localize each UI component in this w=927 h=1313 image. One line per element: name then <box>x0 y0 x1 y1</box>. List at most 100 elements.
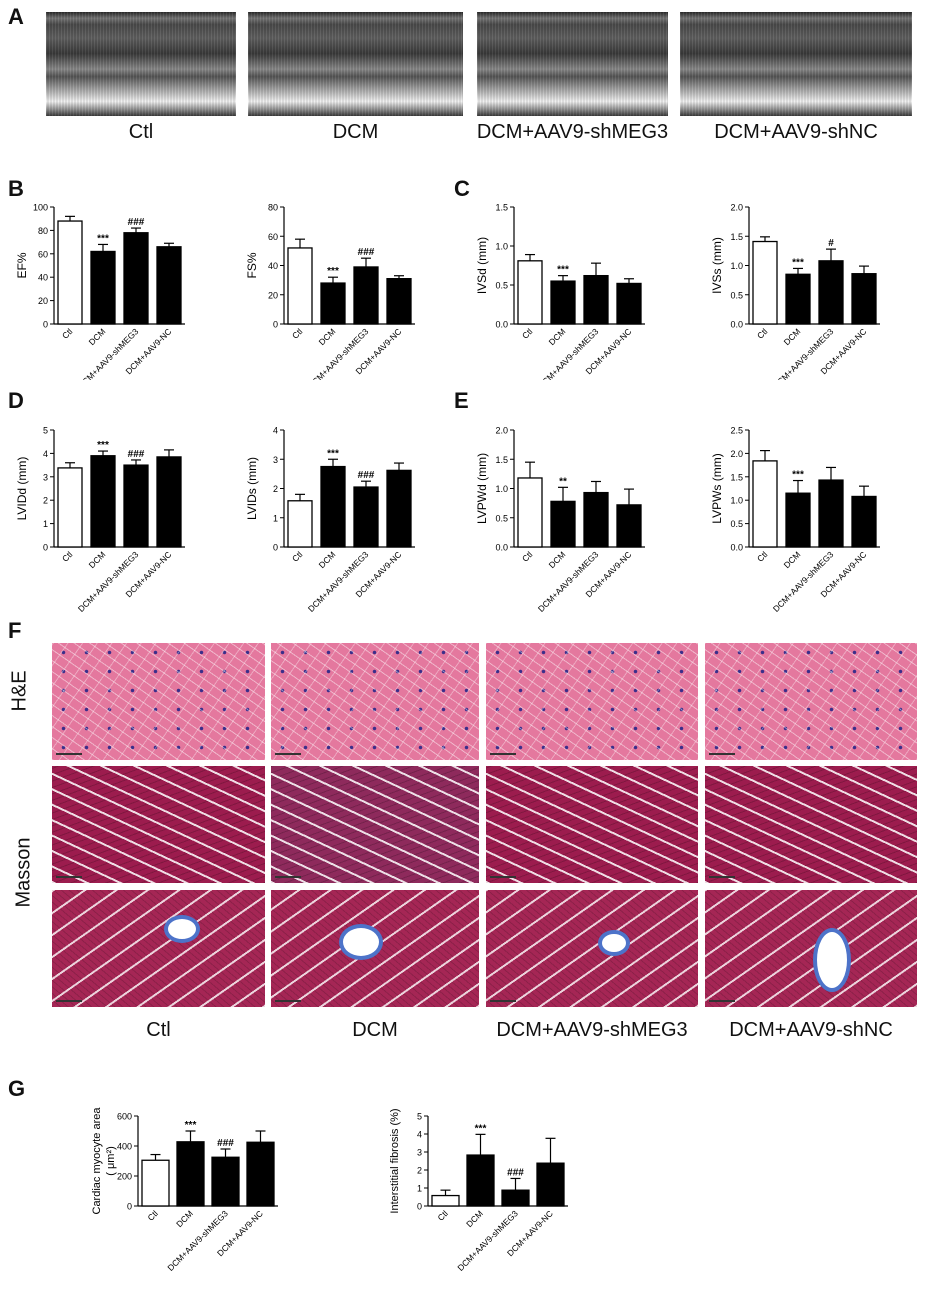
ivss-xtick-label-ctl: Ctl <box>755 326 769 340</box>
lvpwd-xtick-label-dcm: DCM <box>547 549 568 570</box>
fib-bar-ctl <box>431 1194 460 1207</box>
ef-xtick-label-ctl: Ctl <box>60 326 74 340</box>
lvids-chart: 0 1 2 3 4 LVIDs (mm) Ctl *** DCM ### DCM+AAV9-shME… <box>245 426 415 613</box>
lvids-annotation-dcm: *** <box>327 448 339 459</box>
ef-ylabel: EF% <box>15 252 29 278</box>
fs-xtick-label-ctl: Ctl <box>290 326 304 340</box>
fib-xtick-label-ctl: Ctl <box>435 1208 449 1222</box>
lvids-annotation-dcm-aav9-shmeg3: ### <box>358 470 375 481</box>
lvpws-bar-dcm-aav9-shmeg3 <box>818 479 844 548</box>
lvids-ytick-label-4: 4 <box>273 426 278 436</box>
ivsd-ytick-label-3: 1.5 <box>495 203 508 213</box>
fib-xtick-label-dcm: DCM <box>464 1208 485 1229</box>
ef-bar-ctl <box>57 220 83 325</box>
lvids-bar-ctl <box>287 500 313 548</box>
lvpwd-ytick-label-0: 0.0 <box>495 543 508 553</box>
panel-label-c: C <box>454 176 470 201</box>
lvpwd-ylabel: LVPWd (mm) <box>475 453 489 524</box>
fs-bar-ctl <box>287 247 313 325</box>
lvpws-ytick-label-5: 2.5 <box>730 426 743 436</box>
lvpwd-xtick-label-ctl: Ctl <box>520 549 534 563</box>
lvpws-bar-dcm <box>785 492 811 548</box>
lvidd-ytick-label-1: 1 <box>43 519 48 529</box>
fs-chart: 020406080FS%Ctl***DCM###DCM+AAV9-shMEG3D… <box>245 203 415 380</box>
ivss-ytick-label-0: 0.0 <box>730 320 743 330</box>
lvidd-xtick-label-dcm: DCM <box>87 549 108 570</box>
ivsd-bar-dcm <box>550 280 576 325</box>
fib-ytick-label-2: 2 <box>417 1166 422 1176</box>
myocyte-area-chart: 0 200 400 600 Cardiac myocyte area( μm²) Ctl *… <box>91 1107 278 1273</box>
lvidd-ylabel: LVIDd (mm) <box>15 457 29 521</box>
ef-ytick-label-1: 20 <box>38 296 48 306</box>
masson-image-ctl-1 <box>52 766 265 883</box>
fib-xtick-label-dcm-aav9-shmeg3: DCM+AAV9-shMEG3 <box>455 1208 520 1273</box>
lvpwd-chart: 0.0 0.5 1.0 1.5 2.0 LVPWd (mm) Ctl ** DCMDCM+AAV… <box>475 426 645 613</box>
ivss-bar-dcm <box>785 273 811 325</box>
histo-caption-ctl: Ctl <box>146 1019 171 1041</box>
ivss-bar-dcm-aav9-nc <box>851 273 877 325</box>
area-xtick-label-dcm-aav9-shmeg3: DCM+AAV9-shMEG3 <box>165 1208 230 1273</box>
he-image-ctl <box>52 643 265 760</box>
lvpwd-ytick-label-2: 1.0 <box>495 484 508 494</box>
echo-image-ctl <box>46 12 236 116</box>
lvidd-bar-dcm-aav9-shmeg3 <box>123 464 149 548</box>
lvpws-xtick-label-dcm-aav9-shmeg3: DCM+AAV9-shMEG3 <box>771 549 836 613</box>
fs-ytick-label-3: 60 <box>268 232 278 242</box>
ef-ytick-label-2: 40 <box>38 273 48 283</box>
ivsd-bar-ctl <box>517 260 543 325</box>
lvids-bar-dcm <box>320 465 346 548</box>
ivss-bar-dcm-aav9-shmeg3 <box>818 260 844 325</box>
fib-bar-dcm-aav9-nc <box>536 1162 565 1207</box>
lvpws-chart: 0.0 0.5 1.0 1.5 2.0 2.5 LVPWs (mm) Ctl *** DCMDCM… <box>710 426 880 613</box>
masson-row-label: Masson <box>12 837 35 908</box>
lvids-xtick-label-dcm: DCM <box>317 549 338 570</box>
histo-caption-dcm: DCM <box>352 1019 398 1041</box>
lvpws-annotation-dcm: *** <box>792 470 804 481</box>
fs-bar-dcm-aav9-nc <box>386 278 412 325</box>
fs-ytick-label-0: 0 <box>273 320 278 330</box>
area-bar-dcm <box>176 1141 205 1207</box>
lvpwd-bar-dcm-aav9-shmeg3 <box>583 491 609 548</box>
ef-bar-dcm-aav9-nc <box>156 246 182 325</box>
fib-annotation-dcm-aav9-shmeg3: ### <box>507 1167 524 1178</box>
ivss-ytick-label-1: 0.5 <box>730 290 743 300</box>
ivss-xtick-label-dcm: DCM <box>782 326 803 347</box>
fs-annotation-dcm: *** <box>327 266 339 277</box>
he-row-label: H&E <box>8 670 31 712</box>
ef-bar-dcm <box>90 250 116 325</box>
lvpwd-ytick-label-3: 1.5 <box>495 455 508 465</box>
panel-label-g: G <box>8 1076 26 1101</box>
lvpws-bar-dcm-aav9-nc <box>851 495 877 548</box>
masson-image-shmeg3-2 <box>486 890 698 1007</box>
fs-ytick-label-2: 40 <box>268 261 278 271</box>
lvidd-bar-dcm-aav9-nc <box>156 456 182 548</box>
fib-ytick-label-3: 3 <box>417 1148 422 1158</box>
lvpws-ytick-label-1: 0.5 <box>730 519 743 529</box>
fib-bar-dcm-aav9-shmeg3 <box>501 1189 530 1207</box>
lvpwd-bar-dcm-aav9-nc <box>616 504 642 548</box>
panel-label-a: A <box>8 4 24 29</box>
echo-image-shmeg3 <box>477 12 668 116</box>
he-image-dcm <box>271 643 479 760</box>
area-bar-dcm-aav9-shmeg3 <box>211 1156 240 1207</box>
lvidd-xtick-label-dcm-aav9-shmeg3: DCM+AAV9-shMEG3 <box>76 549 141 613</box>
ivsd-ylabel: IVSd (mm) <box>475 237 489 294</box>
lvpwd-xtick-label-dcm-aav9-shmeg3: DCM+AAV9-shMEG3 <box>536 549 601 613</box>
fs-bar-dcm-aav9-shmeg3 <box>353 266 379 325</box>
lvpwd-bar-dcm <box>550 500 576 548</box>
lvidd-bar-ctl <box>57 467 83 548</box>
lvpws-bar-ctl <box>752 460 778 548</box>
area-annotation-dcm-aav9-shmeg3: ### <box>217 1138 234 1149</box>
lvidd-xtick-label-ctl: Ctl <box>60 549 74 563</box>
ef-xtick-label-dcm: DCM <box>87 326 108 347</box>
he-image-shnc <box>705 643 917 760</box>
lvids-ylabel: LVIDs (mm) <box>245 457 259 520</box>
ivss-annotation-dcm: *** <box>792 257 804 268</box>
lvidd-ytick-label-0: 0 <box>43 543 48 553</box>
masson-image-shmeg3-1 <box>486 766 698 883</box>
masson-image-shnc-1 <box>705 766 917 883</box>
ef-ytick-label-4: 80 <box>38 226 48 236</box>
histo-caption-shmeg3: DCM+AAV9-shMEG3 <box>496 1019 688 1041</box>
